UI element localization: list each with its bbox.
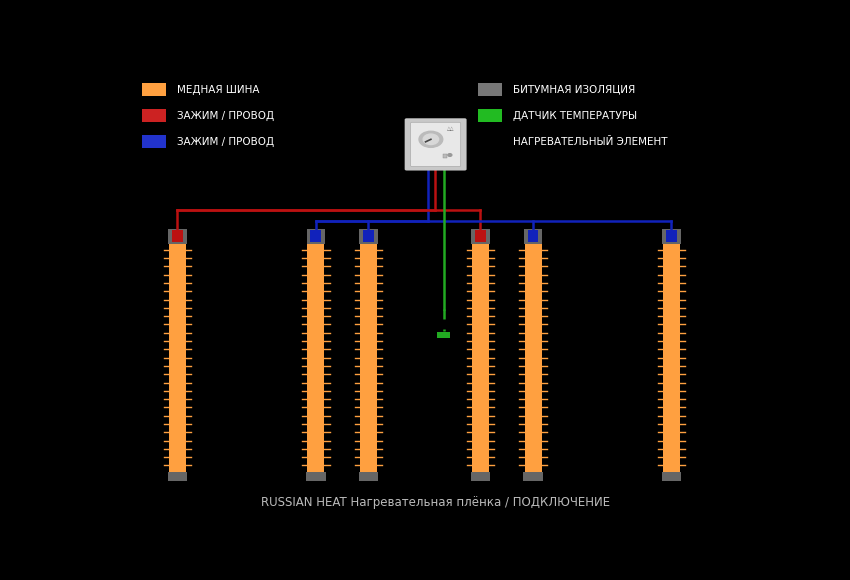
Circle shape: [423, 134, 439, 144]
Bar: [662, 229, 681, 244]
Bar: [524, 472, 543, 481]
Bar: [169, 241, 186, 474]
FancyBboxPatch shape: [411, 122, 461, 166]
Bar: [360, 229, 377, 244]
Bar: [524, 241, 541, 474]
Circle shape: [419, 131, 443, 147]
Bar: [360, 241, 377, 474]
Bar: [471, 229, 490, 244]
Bar: [528, 230, 538, 241]
Text: ДАТЧИК ТЕМПЕРАТУРЫ: ДАТЧИК ТЕМПЕРАТУРЫ: [513, 111, 638, 121]
Bar: [307, 241, 325, 474]
Bar: [307, 229, 325, 244]
Bar: [437, 332, 451, 338]
Text: НАГРЕВАТЕЛЬНЫЙ ЭЛЕМЕНТ: НАГРЕВАТЕЛЬНЫЙ ЭЛЕМЕНТ: [513, 136, 668, 147]
Bar: [310, 230, 321, 241]
Bar: [143, 84, 166, 96]
Bar: [471, 472, 490, 481]
Bar: [306, 472, 326, 481]
Bar: [143, 135, 166, 148]
Bar: [172, 230, 183, 241]
Text: RUSSIAN HEAT Нагревательная плёнка / ПОДКЛЮЧЕНИЕ: RUSSIAN HEAT Нагревательная плёнка / ПОД…: [261, 496, 610, 509]
Text: △△: △△: [447, 126, 455, 131]
Bar: [472, 241, 489, 474]
FancyBboxPatch shape: [405, 118, 467, 171]
Bar: [479, 110, 502, 122]
Bar: [663, 241, 680, 474]
Bar: [143, 110, 166, 122]
Bar: [475, 230, 485, 241]
Text: БИТУМНАЯ ИЗОЛЯЦИЯ: БИТУМНАЯ ИЗОЛЯЦИЯ: [513, 85, 636, 95]
Bar: [479, 84, 502, 96]
Text: ЗАЖИМ / ПРОВОД: ЗАЖИМ / ПРОВОД: [178, 111, 275, 121]
Bar: [168, 229, 187, 244]
Text: МЕДНАЯ ШИНА: МЕДНАЯ ШИНА: [178, 85, 260, 95]
Bar: [666, 230, 677, 241]
Bar: [363, 230, 374, 241]
Bar: [443, 154, 447, 158]
Bar: [524, 229, 542, 244]
Bar: [661, 472, 682, 481]
Bar: [359, 472, 378, 481]
Text: ЗАЖИМ / ПРОВОД: ЗАЖИМ / ПРОВОД: [178, 136, 275, 147]
Bar: [167, 472, 187, 481]
Circle shape: [448, 154, 452, 157]
